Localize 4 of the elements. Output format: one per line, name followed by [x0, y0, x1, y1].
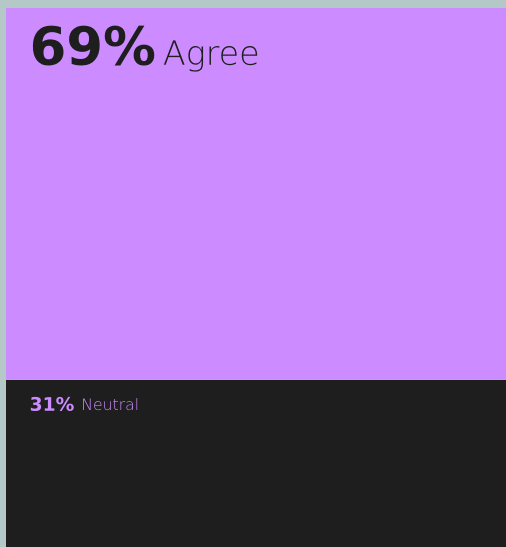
- series-label: Neutral: [83, 398, 138, 410]
- data-label: 31%: [30, 396, 74, 412]
- series-label: Agree: [164, 40, 258, 72]
- data-label: 69%: [32, 26, 154, 66]
